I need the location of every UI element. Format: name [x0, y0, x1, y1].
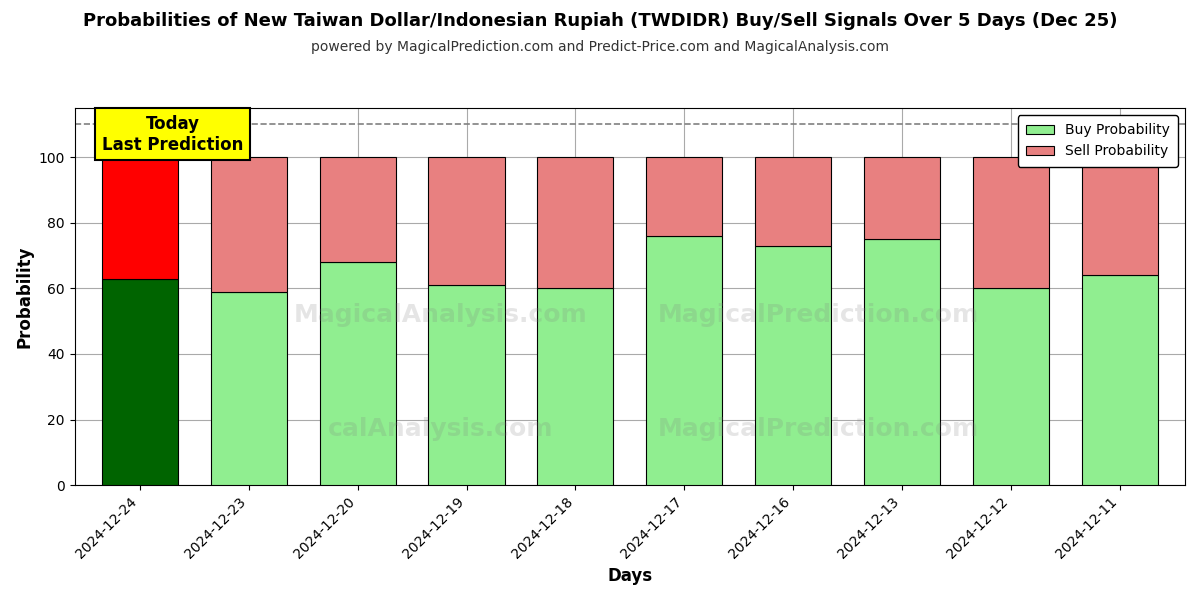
Bar — [319, 262, 396, 485]
Bar — [973, 157, 1049, 289]
Bar — [646, 157, 722, 236]
Text: Probabilities of New Taiwan Dollar/Indonesian Rupiah (TWDIDR) Buy/Sell Signals O: Probabilities of New Taiwan Dollar/Indon… — [83, 12, 1117, 30]
Bar — [864, 157, 940, 239]
Text: MagicalPrediction.com: MagicalPrediction.com — [658, 416, 979, 440]
Y-axis label: Probability: Probability — [16, 245, 34, 348]
Bar — [428, 157, 505, 285]
Bar — [973, 289, 1049, 485]
Bar — [319, 157, 396, 262]
Bar — [102, 278, 178, 485]
Bar — [755, 157, 832, 246]
Text: powered by MagicalPrediction.com and Predict-Price.com and MagicalAnalysis.com: powered by MagicalPrediction.com and Pre… — [311, 40, 889, 54]
Bar — [428, 285, 505, 485]
Bar — [646, 236, 722, 485]
Text: calAnalysis.com: calAnalysis.com — [329, 416, 554, 440]
Legend: Buy Probability, Sell Probability: Buy Probability, Sell Probability — [1018, 115, 1178, 167]
Bar — [538, 289, 613, 485]
Bar — [755, 246, 832, 485]
Bar — [211, 157, 287, 292]
Text: Today
Last Prediction: Today Last Prediction — [102, 115, 244, 154]
Bar — [211, 292, 287, 485]
X-axis label: Days: Days — [607, 567, 653, 585]
Text: MagicalPrediction.com: MagicalPrediction.com — [658, 304, 979, 328]
Text: MagicalAnalysis.com: MagicalAnalysis.com — [294, 304, 588, 328]
Bar — [864, 239, 940, 485]
Bar — [538, 157, 613, 289]
Bar — [1081, 157, 1158, 275]
Bar — [1081, 275, 1158, 485]
Bar — [102, 157, 178, 278]
